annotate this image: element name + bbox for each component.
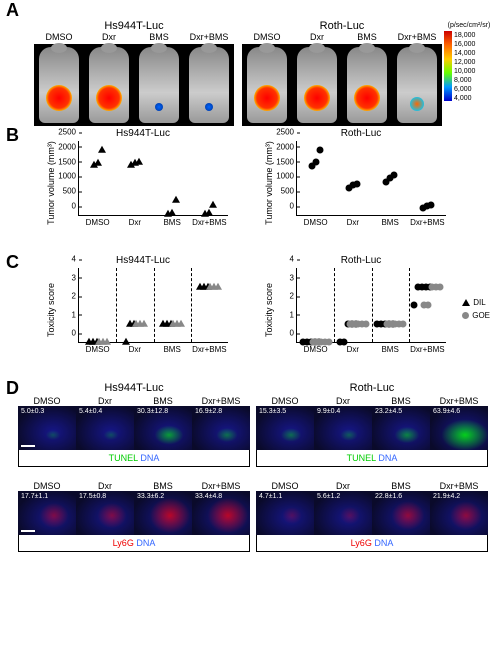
panel-a: Hs944T-Luc DMSODxrBMSDxr+BMS Roth-Luc DM…: [8, 2, 498, 117]
title-roth: Roth-Luc: [242, 20, 442, 32]
legend-dil-icon: [462, 299, 470, 306]
panel-c: Hs944T-Luc Toxicity score01234DMSODxrBMS…: [8, 255, 488, 370]
plot-b-roth: Tumor volume (mm³)05001000150020002500DM…: [296, 141, 446, 216]
treat-labels-roth: DMSODxrBMSDxr+BMS: [242, 32, 442, 42]
plot-c-hs: Toxicity score01234DMSODxrBMSDxr+BMS: [78, 268, 228, 343]
panel-d: Hs944T-LucRoth-LucDMSODxrBMSDxr+BMS5.0±0…: [8, 382, 494, 642]
chart-b-roth: Roth-Luc Tumor volume (mm³)0500100015002…: [266, 128, 456, 233]
chart-c-hs: Hs944T-Luc Toxicity score01234DMSODxrBMS…: [48, 255, 238, 360]
plot-b-hs: Tumor volume (mm³)05001000150020002500DM…: [78, 141, 228, 216]
chart-c-roth: Roth-Luc Toxicity score DIL GOE 01234DMS…: [266, 255, 456, 360]
colorbar: (p/sec/cm²/sr) 18,00016,00014,00012,0001…: [444, 22, 494, 103]
mice-hs: Hs944T-Luc DMSODxrBMSDxr+BMS: [34, 20, 234, 126]
colorbar-unit: (p/sec/cm²/sr): [444, 22, 494, 29]
legend-c: DIL GOE: [462, 298, 490, 324]
panel-b: Hs944T-Luc Tumor volume (mm³)05001000150…: [8, 128, 488, 243]
chart-b-hs: Hs944T-Luc Tumor volume (mm³)05001000150…: [48, 128, 238, 233]
mice-img-hs: [34, 44, 234, 126]
treat-labels-hs: DMSODxrBMSDxr+BMS: [34, 32, 234, 42]
legend-goe-icon: [462, 312, 469, 319]
colorbar-ticks: 18,00016,00014,00012,00010,0008,0006,000…: [454, 31, 475, 103]
colorbar-gradient: [444, 31, 452, 101]
title-hs: Hs944T-Luc: [34, 20, 234, 32]
mice-roth: Roth-Luc DMSODxrBMSDxr+BMS: [242, 20, 442, 126]
plot-c-roth: Toxicity score DIL GOE 01234DMSODxrBMSDx…: [296, 268, 446, 343]
mice-img-roth: [242, 44, 442, 126]
